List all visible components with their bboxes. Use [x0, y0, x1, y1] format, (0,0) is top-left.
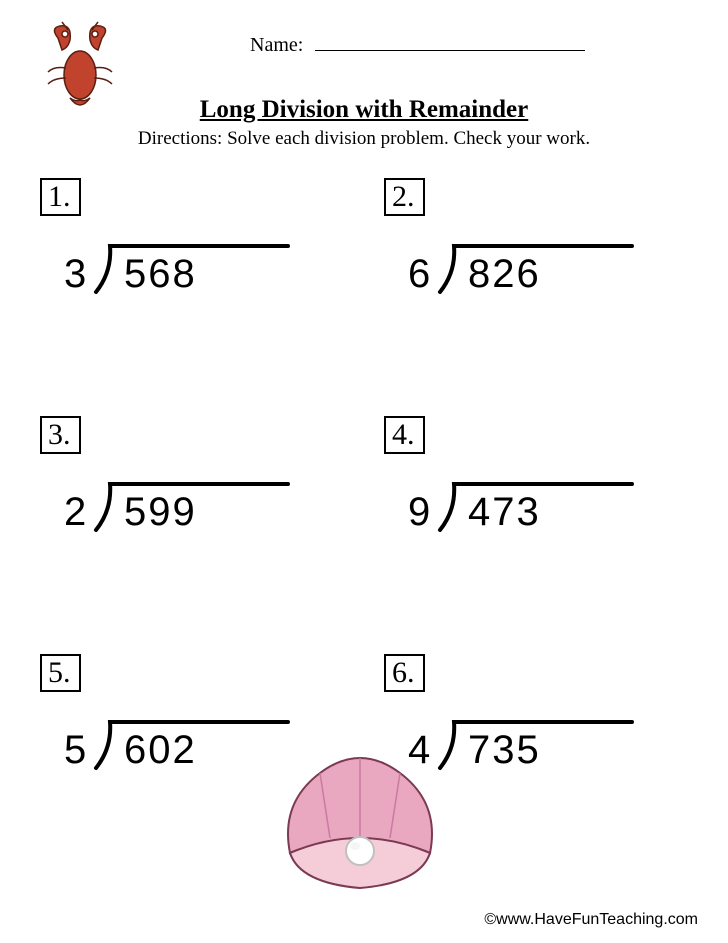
divisor: 6 — [408, 252, 430, 297]
divisor: 9 — [408, 490, 430, 535]
problem-3: 3. 2 599 — [40, 416, 344, 544]
divisor: 2 — [64, 490, 86, 535]
problem-number: 5. — [40, 654, 81, 692]
divisor: 3 — [64, 252, 86, 297]
dividend: 473 — [468, 490, 541, 535]
name-label: Name: — [250, 34, 303, 57]
dividend: 568 — [124, 252, 197, 297]
dividend: 735 — [468, 728, 541, 773]
problem-4: 4. 9 473 — [384, 416, 688, 544]
problem-number: 6. — [384, 654, 425, 692]
copyright-text: ©www.HaveFunTeaching.com — [484, 911, 698, 929]
name-input-line[interactable] — [315, 50, 585, 51]
lobster-icon — [30, 20, 130, 110]
problem-number: 1. — [40, 178, 81, 216]
problem-number: 3. — [40, 416, 81, 454]
problems-grid: 1. 3 568 2. 6 826 3. 2 — [30, 178, 698, 782]
dividend: 826 — [468, 252, 541, 297]
dividend: 602 — [124, 728, 197, 773]
problem-number: 2. — [384, 178, 425, 216]
worksheet-title: Long Division with Remainder — [30, 96, 698, 124]
divisor: 5 — [64, 728, 86, 773]
clam-icon — [270, 743, 450, 893]
directions-text: Directions: Solve each division problem.… — [30, 128, 698, 150]
problem-2: 2. 6 826 — [384, 178, 688, 306]
problem-1: 1. 3 568 — [40, 178, 344, 306]
problem-number: 4. — [384, 416, 425, 454]
dividend: 599 — [124, 490, 197, 535]
